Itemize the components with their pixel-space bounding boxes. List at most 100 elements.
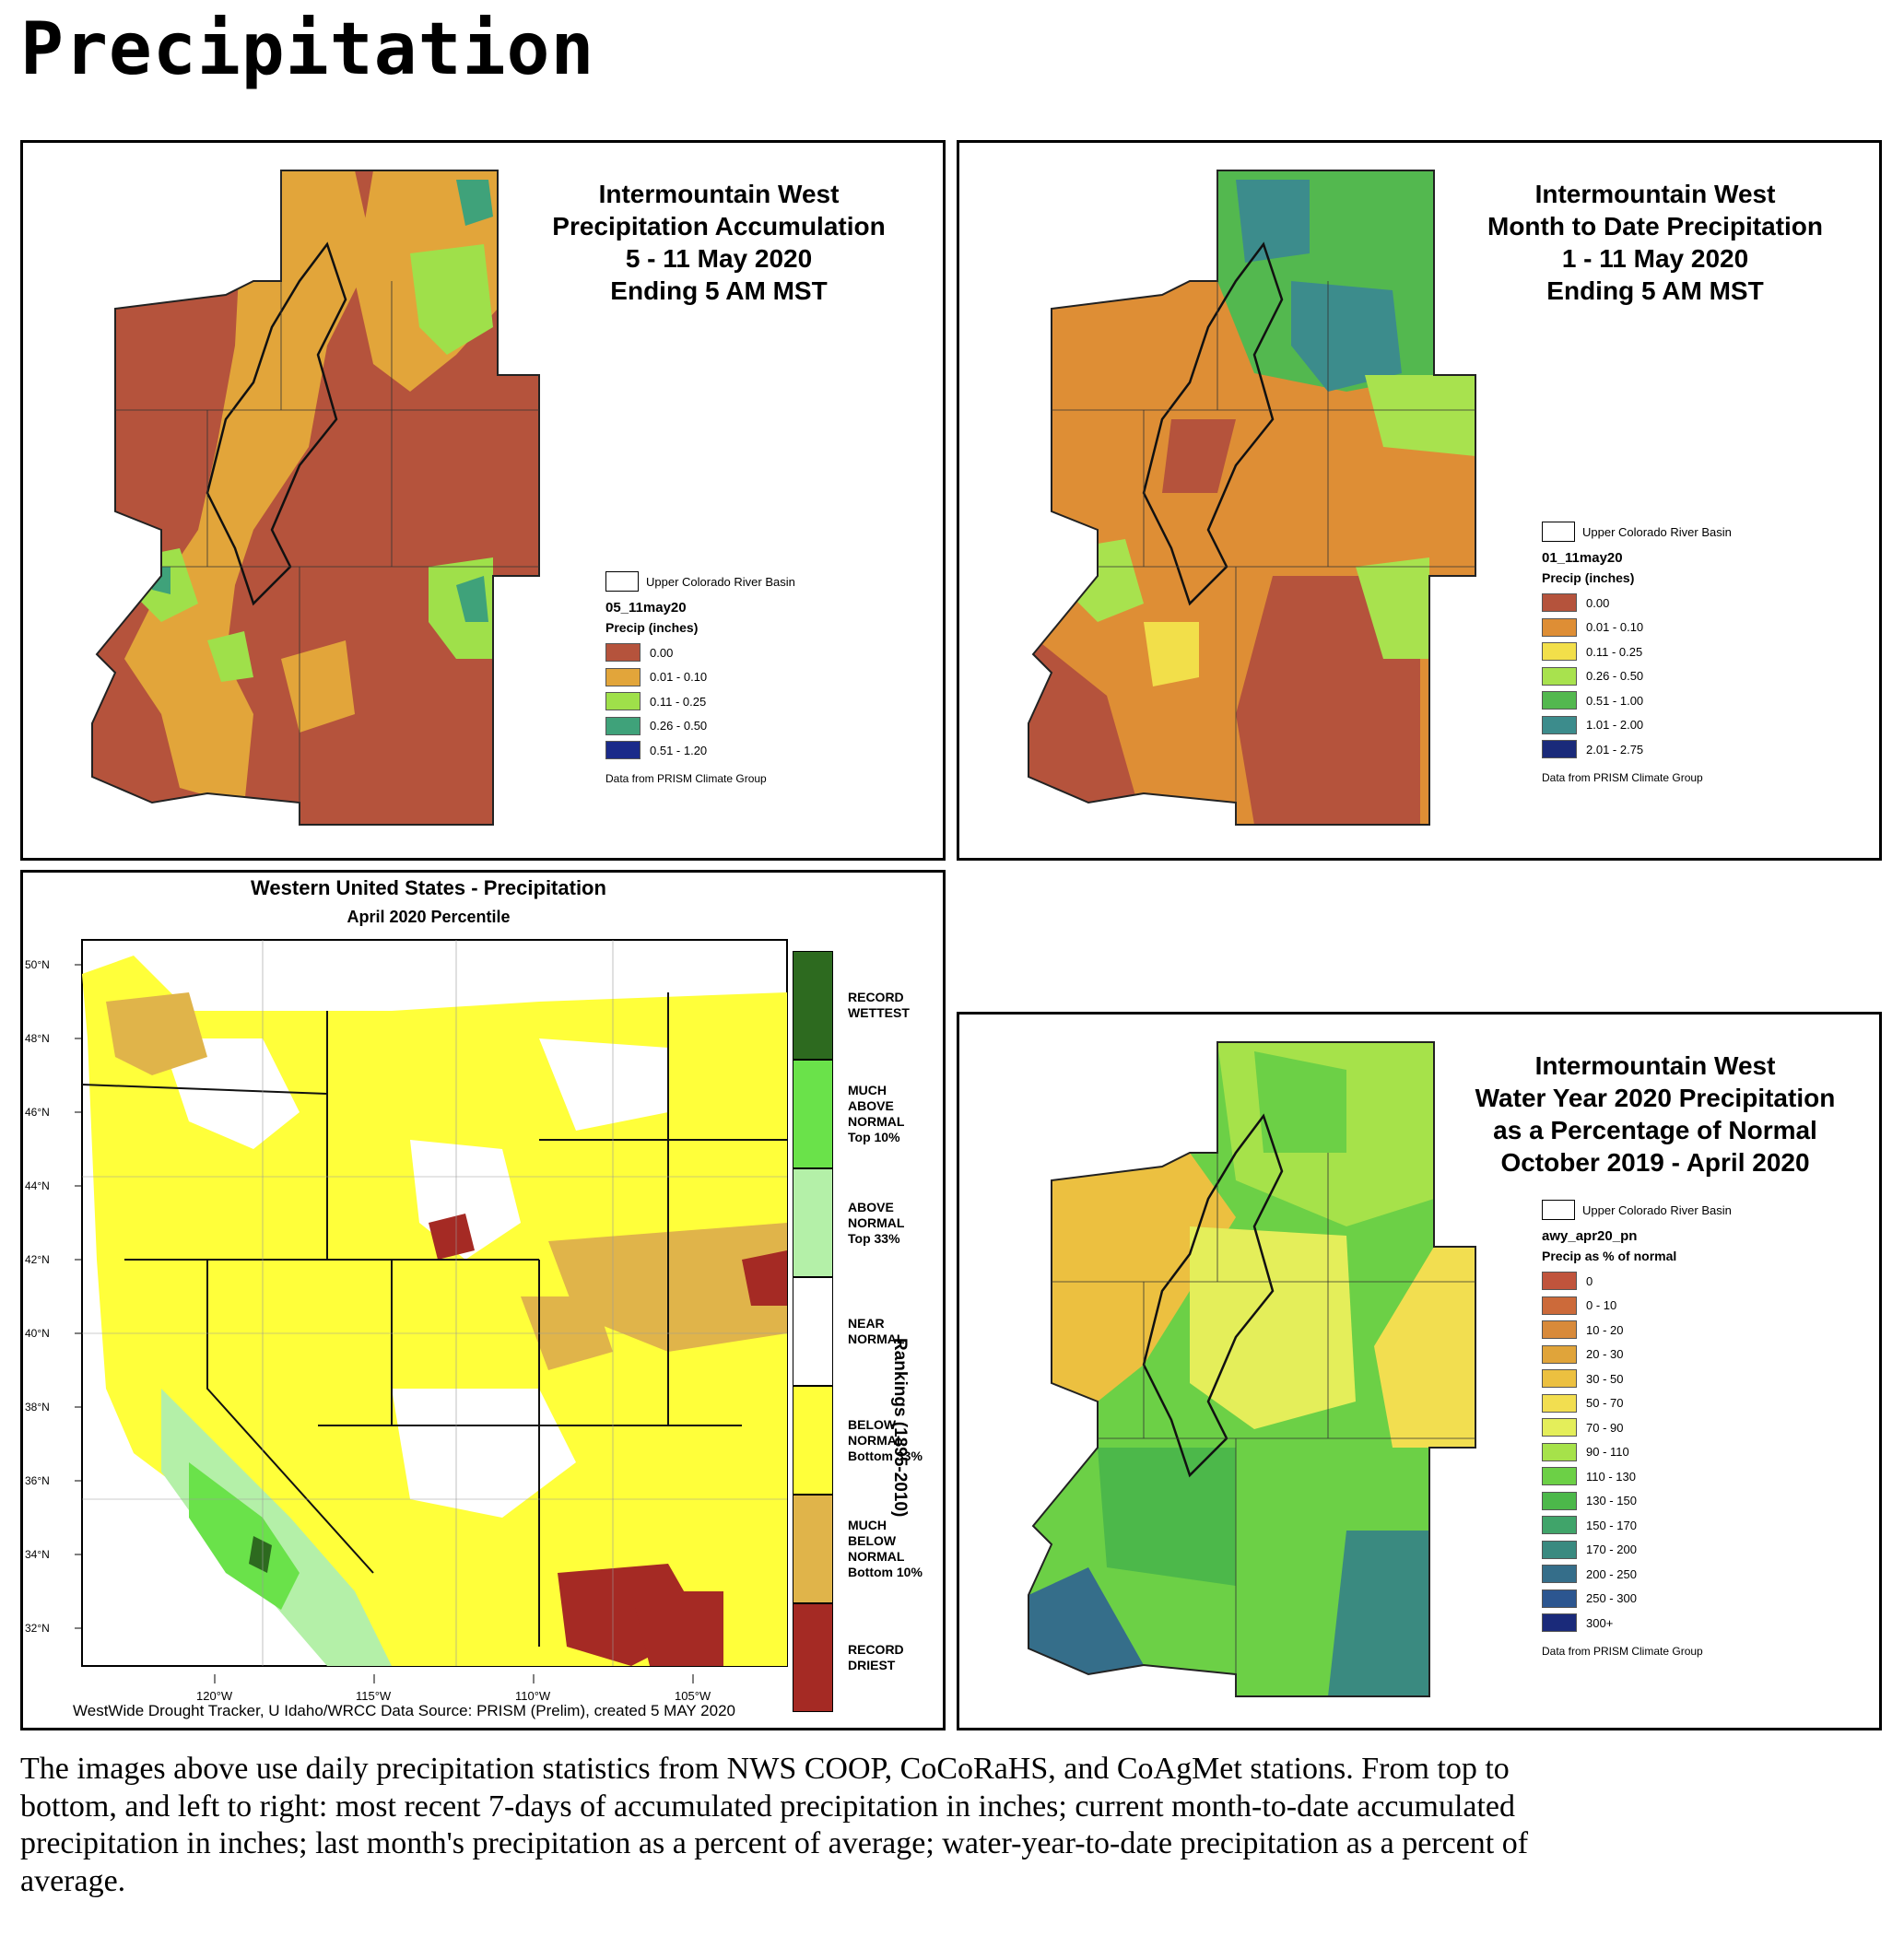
legend-item: 0.00 bbox=[1542, 591, 1732, 616]
legend-swatch bbox=[1542, 1491, 1577, 1510]
legend-item: 0.11 - 0.25 bbox=[1542, 639, 1732, 664]
legend-swatch bbox=[1542, 642, 1577, 662]
legend-item: 130 - 150 bbox=[1542, 1489, 1732, 1514]
legend-swatch bbox=[1542, 1272, 1577, 1291]
title-line: 5 - 11 May 2020 bbox=[625, 244, 813, 273]
water-year-map-panel: Intermountain West Water Year 2020 Preci… bbox=[957, 1012, 1882, 1730]
legend-item: 250 - 300 bbox=[1542, 1587, 1732, 1612]
legend-swatch bbox=[605, 716, 641, 735]
legend-swatch bbox=[1542, 1516, 1577, 1535]
legend: Upper Colorado River Basin awy_apr20_pn … bbox=[1542, 1199, 1732, 1658]
legend-item: 10 - 20 bbox=[1542, 1318, 1732, 1343]
legend-label: 1.01 - 2.00 bbox=[1586, 718, 1644, 733]
basin-legend-row: Upper Colorado River Basin bbox=[1542, 521, 1732, 543]
title-line: Intermountain West bbox=[598, 180, 840, 208]
legend-units: Precip (inches) bbox=[1542, 570, 1635, 585]
lat-tick-label: 36°N bbox=[25, 1474, 50, 1487]
lat-tick-label: 38°N bbox=[25, 1401, 50, 1414]
legend-item: 70 - 90 bbox=[1542, 1415, 1732, 1440]
legend-label: 70 - 90 bbox=[1586, 1420, 1624, 1435]
title-line: October 2019 - April 2020 bbox=[1500, 1148, 1810, 1177]
legend-label: 90 - 110 bbox=[1586, 1445, 1629, 1460]
rank-label: ABOVE NORMAL Top 33% bbox=[848, 1199, 905, 1246]
legend-swatch bbox=[1542, 1565, 1577, 1584]
legend: Upper Colorado River Basin 01_11may20 Pr… bbox=[1542, 521, 1732, 784]
rank-swatch bbox=[793, 1495, 833, 1603]
title-line: Intermountain West bbox=[1534, 1051, 1776, 1080]
lat-tick-label: 44°N bbox=[25, 1179, 50, 1192]
legend-swatch bbox=[1542, 1467, 1577, 1486]
lat-ticks: 50°N 48°N 46°N 44°N 42°N 40°N 38°N 36°N 34°N 32°N bbox=[25, 958, 82, 1635]
map-title: Intermountain West Month to Date Precipi… bbox=[1462, 178, 1849, 307]
month-to-date-map-panel: Intermountain West Month to Date Precipi… bbox=[957, 140, 1882, 861]
legend-label: 0.00 bbox=[650, 645, 674, 660]
title-line: Water Year 2020 Precipitation bbox=[1475, 1084, 1836, 1112]
legend-item: 2.01 - 2.75 bbox=[1542, 737, 1732, 762]
map-title: Intermountain West Water Year 2020 Preci… bbox=[1462, 1050, 1849, 1179]
legend-item: 0.51 - 1.00 bbox=[1542, 688, 1732, 713]
legend-label: 0 bbox=[1586, 1273, 1593, 1288]
legend-label: 0.01 - 0.10 bbox=[650, 670, 708, 685]
legend-swatch bbox=[1542, 740, 1577, 759]
basin-legend-row: Upper Colorado River Basin bbox=[1542, 1199, 1732, 1221]
legend-label: 2.01 - 2.75 bbox=[1586, 742, 1644, 757]
page-caption: The images above use daily precipitation… bbox=[20, 1752, 1529, 1898]
legend-swatch bbox=[1542, 1418, 1577, 1437]
legend-item: 0.01 - 0.10 bbox=[1542, 616, 1732, 640]
map-credit: WestWide Drought Tracker, U Idaho/WRCC D… bbox=[73, 1702, 735, 1719]
accumulation-map-panel: Intermountain West Precipitation Accumul… bbox=[20, 140, 946, 861]
legend-label: 130 - 150 bbox=[1586, 1494, 1637, 1508]
basin-label: Upper Colorado River Basin bbox=[1582, 1202, 1732, 1217]
legend-swatch bbox=[1542, 1320, 1577, 1340]
map-title: Intermountain West Precipitation Accumul… bbox=[525, 178, 912, 307]
basin-legend-row: Upper Colorado River Basin bbox=[605, 570, 795, 592]
legend-item: 110 - 130 bbox=[1542, 1464, 1732, 1489]
title-line: Precipitation Accumulation bbox=[552, 212, 886, 240]
legend-label: 200 - 250 bbox=[1586, 1566, 1637, 1581]
rank-label: NEAR NORMAL bbox=[848, 1316, 905, 1346]
dataset-name: 05_11may20 bbox=[605, 600, 687, 616]
dataset-name: awy_apr20_pn bbox=[1542, 1228, 1638, 1244]
lon-tick-label: 105°W bbox=[675, 1689, 711, 1703]
legend-label: 150 - 170 bbox=[1586, 1518, 1637, 1532]
legend-label: 250 - 300 bbox=[1586, 1591, 1637, 1606]
rank-label: RECORD DRIEST bbox=[848, 1642, 904, 1672]
western-us-map: 50°N 48°N 46°N 44°N 42°N 40°N 38°N 36°N 34°N 32°N… bbox=[25, 939, 788, 1703]
legend-label: 0.26 - 0.50 bbox=[650, 719, 708, 733]
basin-label: Upper Colorado River Basin bbox=[646, 574, 795, 589]
rank-label: BELOW NORMAL Bottom 33% bbox=[848, 1416, 923, 1463]
rank-label: MUCH BELOW NORMAL Bottom 10% bbox=[848, 1518, 923, 1579]
legend-swatch bbox=[1542, 691, 1577, 710]
legend-swatch bbox=[1542, 1344, 1577, 1364]
legend-rows: 0.00 0.01 - 0.10 0.11 - 0.25 0.26 - 0.50 0.5… bbox=[1542, 591, 1732, 762]
legend-label: 0.51 - 1.20 bbox=[650, 743, 708, 757]
rank-swatch bbox=[793, 1060, 833, 1168]
legend-item: 0 bbox=[1542, 1269, 1732, 1294]
data-source: Data from PRISM Climate Group bbox=[605, 771, 767, 785]
legend-swatch bbox=[1542, 617, 1577, 637]
legend-swatch bbox=[605, 692, 641, 711]
legend-label: 0.01 - 0.10 bbox=[1586, 620, 1644, 635]
legend-rows: 0.00 0.01 - 0.10 0.11 - 0.25 0.26 - 0.50 0.5… bbox=[605, 640, 795, 763]
legend-rows: 0 0 - 10 10 - 20 20 - 30 30 - 50 50 - 70 70 - … bbox=[1542, 1269, 1732, 1636]
legend-swatch bbox=[1542, 1589, 1577, 1608]
title-line: 1 - 11 May 2020 bbox=[1561, 244, 1749, 273]
legend-item: 0 - 10 bbox=[1542, 1294, 1732, 1319]
legend-label: 110 - 130 bbox=[1586, 1469, 1636, 1484]
title-line: Ending 5 AM MST bbox=[1546, 276, 1764, 305]
legend-label: 10 - 20 bbox=[1586, 1322, 1624, 1337]
data-source: Data from PRISM Climate Group bbox=[1542, 1644, 1703, 1658]
legend-swatch bbox=[605, 667, 641, 686]
legend-label: 20 - 30 bbox=[1586, 1347, 1624, 1362]
rank-label: MUCH ABOVE NORMAL Top 10% bbox=[848, 1083, 905, 1144]
legend-swatch bbox=[1542, 1540, 1577, 1559]
water-year-map bbox=[1028, 1041, 1476, 1697]
lat-tick-label: 40°N bbox=[25, 1327, 50, 1340]
legend-item: 300+ bbox=[1542, 1611, 1732, 1636]
legend-units: Precip as % of normal bbox=[1542, 1249, 1677, 1263]
legend-item: 150 - 170 bbox=[1542, 1513, 1732, 1538]
legend-label: 50 - 70 bbox=[1586, 1396, 1624, 1411]
legend-item: 0.26 - 0.50 bbox=[605, 714, 795, 739]
rank-swatch bbox=[793, 1168, 833, 1277]
legend-item: 170 - 200 bbox=[1542, 1538, 1732, 1563]
